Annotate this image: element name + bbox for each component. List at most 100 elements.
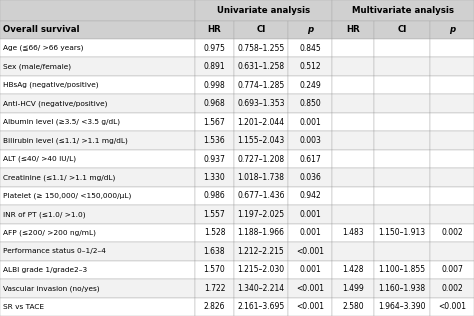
Text: 1.197–2.025: 1.197–2.025 [237, 210, 284, 219]
Bar [430, 187, 474, 205]
Bar [195, 58, 234, 76]
Text: 0.850: 0.850 [299, 99, 321, 108]
Bar [234, 150, 288, 168]
Text: 1.188–1.966: 1.188–1.966 [237, 228, 284, 237]
Bar [332, 205, 374, 224]
Text: 0.845: 0.845 [299, 44, 321, 53]
Text: AFP (≤200/ >200 ng/mL): AFP (≤200/ >200 ng/mL) [3, 230, 96, 236]
Bar [332, 150, 374, 168]
Bar [430, 39, 474, 58]
Text: 1.567: 1.567 [204, 118, 225, 127]
Bar [234, 76, 288, 94]
Text: 1.201–2.044: 1.201–2.044 [237, 118, 284, 127]
Text: Creatinine (≤1.1/ >1.1 mg/dL): Creatinine (≤1.1/ >1.1 mg/dL) [3, 174, 115, 181]
Text: 1.638: 1.638 [204, 247, 225, 256]
Bar [374, 279, 430, 298]
Text: 0.998: 0.998 [204, 81, 225, 90]
Bar [332, 76, 374, 94]
Text: 0.002: 0.002 [441, 284, 463, 293]
Bar [288, 113, 332, 131]
Text: 0.617: 0.617 [299, 155, 321, 163]
Bar [430, 224, 474, 242]
Text: 0.986: 0.986 [204, 191, 225, 200]
Text: 0.677–1.436: 0.677–1.436 [237, 191, 285, 200]
Bar [288, 58, 332, 76]
Bar [288, 39, 332, 58]
Text: 1.428: 1.428 [342, 265, 364, 274]
Bar [430, 131, 474, 150]
Bar [374, 168, 430, 187]
Text: 0.512: 0.512 [299, 62, 321, 71]
Bar [288, 224, 332, 242]
Text: 0.001: 0.001 [299, 118, 321, 127]
Text: p: p [307, 25, 313, 34]
Text: 1.964–3.390: 1.964–3.390 [378, 302, 426, 311]
Bar [374, 76, 430, 94]
Text: 0.968: 0.968 [204, 99, 225, 108]
Bar [430, 21, 474, 39]
Text: 1.212–2.215: 1.212–2.215 [237, 247, 284, 256]
Bar [374, 224, 430, 242]
Bar [332, 261, 374, 279]
Bar [0, 224, 195, 242]
Text: 1.722: 1.722 [204, 284, 225, 293]
Bar [332, 187, 374, 205]
Bar [234, 261, 288, 279]
Text: Anti-HCV (negative/positive): Anti-HCV (negative/positive) [3, 100, 108, 107]
Bar [288, 94, 332, 113]
Text: 1.215–2.030: 1.215–2.030 [237, 265, 284, 274]
Bar [430, 298, 474, 316]
Text: Albumin level (≥3.5/ <3.5 g/dL): Albumin level (≥3.5/ <3.5 g/dL) [3, 119, 120, 125]
Bar [234, 279, 288, 298]
Bar [195, 242, 234, 261]
Bar [332, 58, 374, 76]
Text: 1.483: 1.483 [342, 228, 364, 237]
Text: 1.528: 1.528 [204, 228, 225, 237]
Bar [374, 261, 430, 279]
Bar [195, 224, 234, 242]
Bar [234, 168, 288, 187]
Text: 1.150–1.913: 1.150–1.913 [378, 228, 426, 237]
Text: Vascular invasion (no/yes): Vascular invasion (no/yes) [3, 285, 100, 292]
Bar [430, 261, 474, 279]
Text: 0.001: 0.001 [299, 210, 321, 219]
Text: SR vs TACE: SR vs TACE [3, 304, 44, 310]
Bar [0, 76, 195, 94]
Bar [234, 187, 288, 205]
Bar [0, 242, 195, 261]
Bar [430, 205, 474, 224]
Bar [234, 113, 288, 131]
Bar [332, 21, 374, 39]
Bar [374, 94, 430, 113]
Text: Bilirubin level (≤1.1/ >1.1 mg/dL): Bilirubin level (≤1.1/ >1.1 mg/dL) [3, 137, 128, 144]
Bar [430, 113, 474, 131]
Bar [374, 298, 430, 316]
Bar [430, 168, 474, 187]
Bar [0, 131, 195, 150]
Bar [195, 298, 234, 316]
Bar [288, 261, 332, 279]
Bar [195, 94, 234, 113]
Bar [288, 76, 332, 94]
Text: <0.001: <0.001 [296, 284, 324, 293]
Bar [332, 94, 374, 113]
Text: 2.826: 2.826 [204, 302, 225, 311]
Bar [332, 113, 374, 131]
Text: 1.536: 1.536 [204, 136, 225, 145]
Bar [430, 94, 474, 113]
Text: 2.161–3.695: 2.161–3.695 [237, 302, 284, 311]
Text: 1.499: 1.499 [342, 284, 364, 293]
Bar [195, 21, 234, 39]
Text: 1.570: 1.570 [204, 265, 225, 274]
Bar [332, 242, 374, 261]
Bar [430, 150, 474, 168]
Bar [430, 242, 474, 261]
Text: 0.002: 0.002 [441, 228, 463, 237]
Text: p: p [449, 25, 455, 34]
Bar [332, 298, 374, 316]
Bar [332, 0, 474, 21]
Bar [195, 131, 234, 150]
Bar [430, 58, 474, 76]
Text: <0.001: <0.001 [296, 302, 324, 311]
Bar [195, 187, 234, 205]
